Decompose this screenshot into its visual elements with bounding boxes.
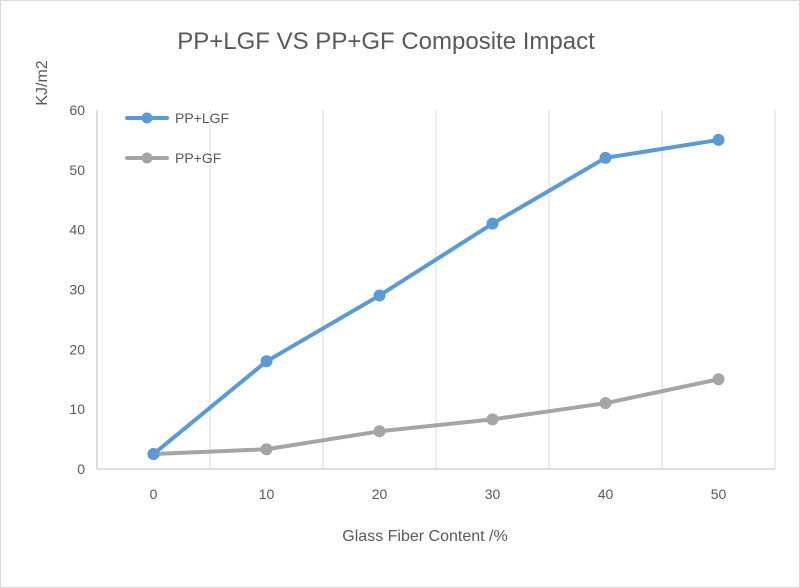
x-tick-label: 50 xyxy=(711,486,727,502)
x-tick-label: 20 xyxy=(372,486,388,502)
y-tick-label: 20 xyxy=(69,341,85,357)
data-point xyxy=(599,151,612,164)
data-point xyxy=(486,217,499,230)
axes: 0 10 20 30 40 50 60 0 10 20 30 40 50 xyxy=(69,102,775,502)
x-tick-label: 30 xyxy=(485,486,501,502)
legend-label: PP+GF xyxy=(175,150,221,166)
y-tick-label: 30 xyxy=(69,282,85,298)
x-tick-label: 40 xyxy=(598,486,614,502)
chart-title: PP+LGF VS PP+GF Composite Impact xyxy=(177,28,595,55)
data-point xyxy=(147,448,160,461)
series-line-pp-lgf xyxy=(151,137,721,457)
y-tick-label: 50 xyxy=(69,162,85,178)
series-layer xyxy=(147,133,725,461)
legend-marker xyxy=(141,152,153,164)
legend-label: PP+LGF xyxy=(175,110,229,126)
data-point xyxy=(260,443,273,456)
series-line-pp-gf xyxy=(151,377,721,457)
legend-marker xyxy=(141,112,153,124)
data-point xyxy=(486,413,499,426)
data-point xyxy=(373,289,386,302)
y-tick-label: 60 xyxy=(69,102,85,118)
data-point xyxy=(373,425,386,438)
x-axis-title: Glass Fiber Content /% xyxy=(342,528,507,545)
x-tick-label: 0 xyxy=(150,486,158,502)
data-point xyxy=(712,133,725,146)
y-tick-label: 10 xyxy=(69,401,85,417)
y-tick-label: 0 xyxy=(77,461,85,477)
y-tick-label: 40 xyxy=(69,222,85,238)
data-point xyxy=(599,397,612,410)
data-point xyxy=(712,373,725,386)
x-tick-label: 10 xyxy=(259,486,275,502)
data-point xyxy=(260,355,273,368)
y-axis-title: KJ/m2 xyxy=(34,60,51,105)
legend: PP+LGF PP+GF xyxy=(125,110,229,166)
